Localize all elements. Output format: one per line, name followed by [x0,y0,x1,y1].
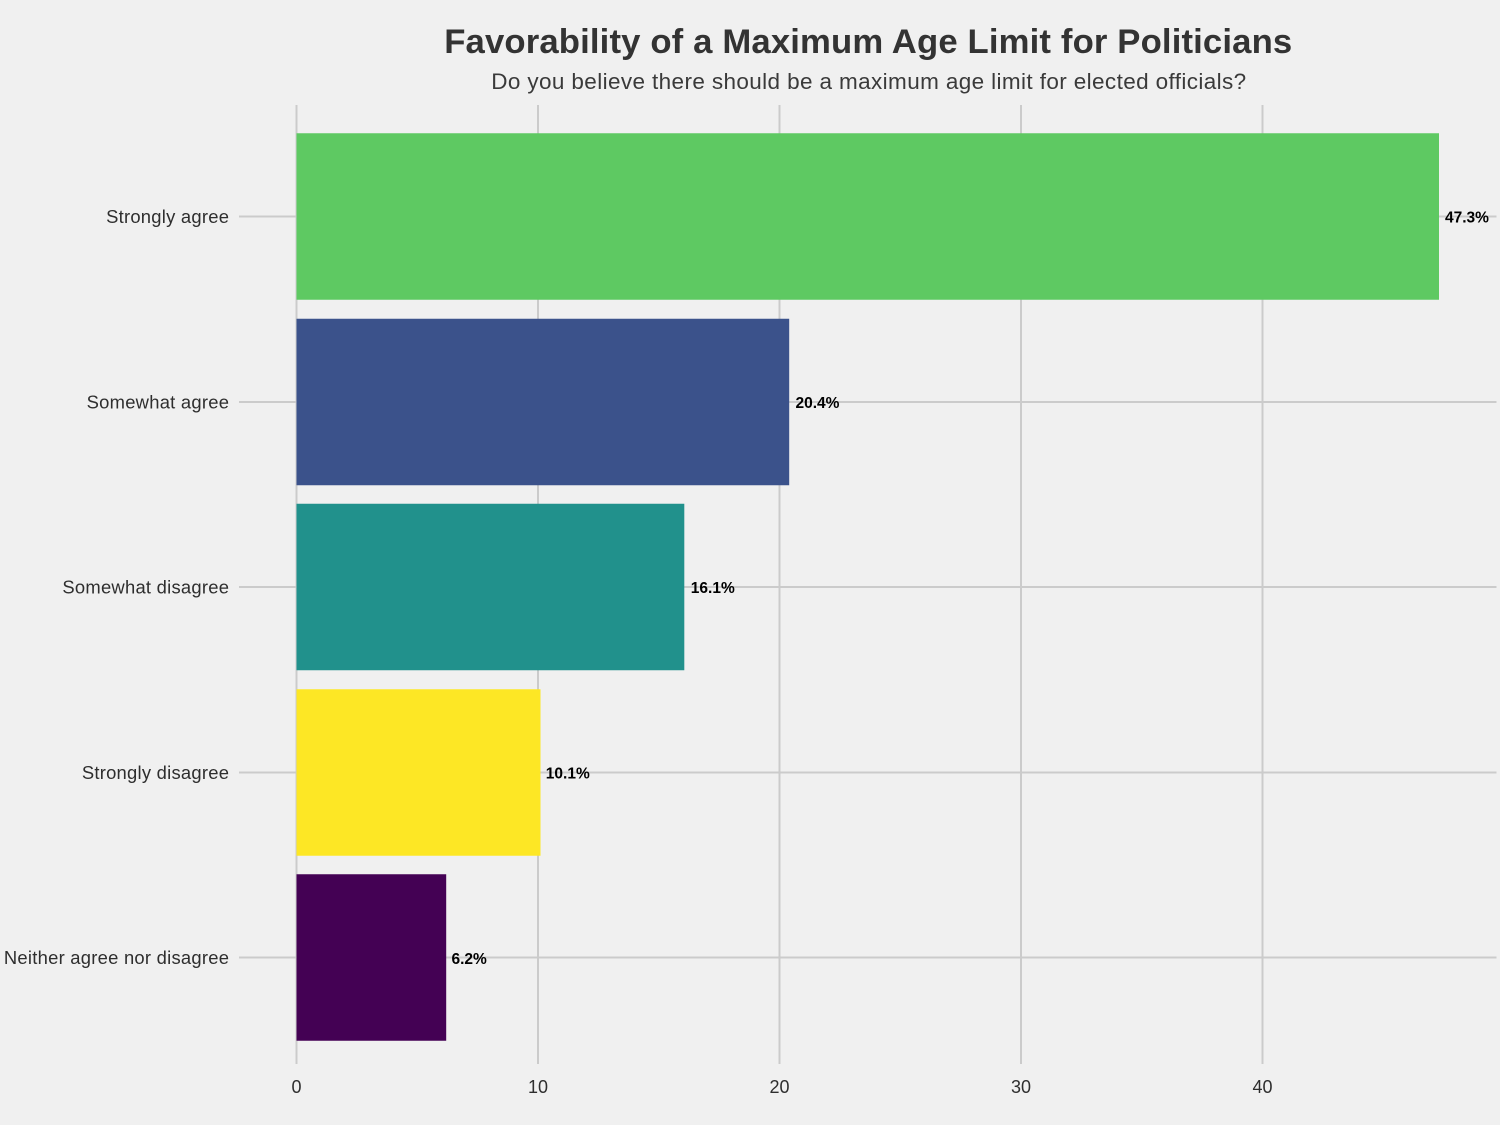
svg-text:0: 0 [291,1077,301,1097]
svg-text:6.2%: 6.2% [452,951,488,968]
svg-text:30: 30 [1011,1077,1031,1097]
svg-text:20: 20 [769,1077,789,1097]
svg-text:Somewhat disagree: Somewhat disagree [62,577,229,598]
svg-text:Somewhat agree: Somewhat agree [87,392,230,413]
svg-text:Do you believe there should be: Do you believe there should be a maximum… [491,69,1246,94]
svg-text:16.1%: 16.1% [691,580,735,597]
svg-text:Neither agree nor disagree: Neither agree nor disagree [4,947,229,968]
svg-text:47.3%: 47.3% [1445,209,1489,226]
svg-text:Favorability of a Maximum Age: Favorability of a Maximum Age Limit for … [444,23,1292,61]
svg-text:Strongly agree: Strongly agree [106,206,229,227]
svg-text:20.4%: 20.4% [796,395,840,412]
svg-text:Strongly disagree: Strongly disagree [82,762,229,783]
svg-text:40: 40 [1252,1077,1272,1097]
svg-text:10: 10 [528,1077,548,1097]
svg-text:10.1%: 10.1% [546,766,590,783]
